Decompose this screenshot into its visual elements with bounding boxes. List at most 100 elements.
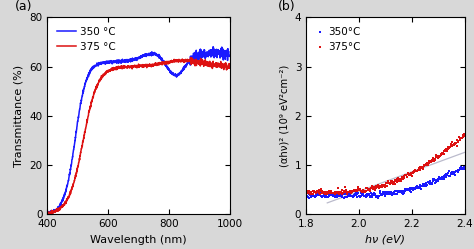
350°C <box>446 174 454 178</box>
375°C <box>435 155 443 159</box>
375°C <box>370 185 378 189</box>
350°C <box>374 195 382 199</box>
375°C <box>371 188 378 192</box>
375°C <box>345 190 353 194</box>
350°C <box>428 181 436 185</box>
375°C <box>385 181 392 185</box>
375°C <box>399 177 407 181</box>
350°C <box>324 192 331 196</box>
375°C <box>319 191 327 195</box>
350°C <box>310 193 317 197</box>
350°C <box>358 193 366 197</box>
350°C <box>397 189 404 193</box>
350°C <box>321 195 329 199</box>
350°C <box>311 195 319 199</box>
350°C <box>319 194 327 198</box>
375°C <box>321 191 329 195</box>
350°C <box>390 190 397 194</box>
350°C <box>394 189 401 193</box>
350°C <box>437 176 444 180</box>
350°C <box>447 171 455 175</box>
375°C <box>388 179 396 183</box>
375 °C <box>45 210 50 213</box>
350°C <box>326 192 334 196</box>
350°C <box>398 189 405 193</box>
375°C <box>305 191 313 195</box>
350°C <box>303 194 311 198</box>
375°C <box>308 190 315 194</box>
375°C <box>394 178 402 182</box>
350°C <box>456 166 464 170</box>
375°C <box>404 171 411 175</box>
375°C <box>389 180 396 184</box>
350 °C <box>144 53 150 56</box>
375°C <box>386 182 394 186</box>
375°C <box>405 172 412 176</box>
375°C <box>330 191 337 195</box>
375°C <box>333 190 340 194</box>
350°C <box>446 169 453 173</box>
350°C <box>427 182 434 186</box>
375°C <box>317 187 325 191</box>
375°C <box>455 139 462 143</box>
350°C <box>364 194 371 198</box>
375°C <box>315 191 322 195</box>
350°C <box>429 179 437 183</box>
350°C <box>382 192 389 196</box>
350°C <box>440 174 448 178</box>
350°C <box>308 195 315 199</box>
375°C <box>386 181 393 185</box>
375°C <box>336 190 344 194</box>
Y-axis label: (αhν)² (10⁹ eV²cm⁻²): (αhν)² (10⁹ eV²cm⁻²) <box>279 65 289 167</box>
350°C <box>314 192 322 196</box>
350°C <box>435 178 443 182</box>
350°C <box>415 185 423 189</box>
375°C <box>412 169 419 173</box>
375°C <box>318 191 325 195</box>
375°C <box>315 187 323 191</box>
375°C <box>354 189 361 193</box>
Y-axis label: Transmittance (%): Transmittance (%) <box>14 65 24 167</box>
375°C <box>419 167 427 171</box>
375°C <box>443 149 451 153</box>
375°C <box>445 146 453 150</box>
375°C <box>319 190 327 194</box>
350°C <box>378 192 385 196</box>
375°C <box>423 161 431 165</box>
350°C <box>328 193 335 197</box>
350°C <box>413 185 420 189</box>
350°C <box>362 195 369 199</box>
350°C <box>426 181 433 185</box>
375°C <box>310 189 318 193</box>
375 °C <box>188 56 193 59</box>
375°C <box>325 189 333 193</box>
350°C <box>436 177 444 181</box>
375°C <box>446 144 453 148</box>
375°C <box>398 175 406 179</box>
350°C <box>357 191 365 195</box>
375°C <box>344 190 352 194</box>
375°C <box>354 187 362 191</box>
375°C <box>326 191 333 195</box>
375°C <box>395 179 403 183</box>
350°C <box>374 193 381 197</box>
350°C <box>343 192 350 196</box>
375°C <box>358 189 365 193</box>
375°C <box>433 155 441 159</box>
350°C <box>453 169 460 173</box>
375°C <box>364 188 372 192</box>
350°C <box>333 194 340 198</box>
350°C <box>379 189 387 193</box>
375°C <box>406 173 414 177</box>
350°C <box>321 193 328 197</box>
350°C <box>370 193 377 197</box>
375°C <box>314 190 322 194</box>
350°C <box>358 194 365 198</box>
350°C <box>450 171 458 175</box>
375°C <box>417 168 424 172</box>
375°C <box>448 144 456 148</box>
350°C <box>337 194 345 198</box>
375°C <box>327 189 334 193</box>
375°C <box>424 164 431 168</box>
375°C <box>391 180 398 184</box>
